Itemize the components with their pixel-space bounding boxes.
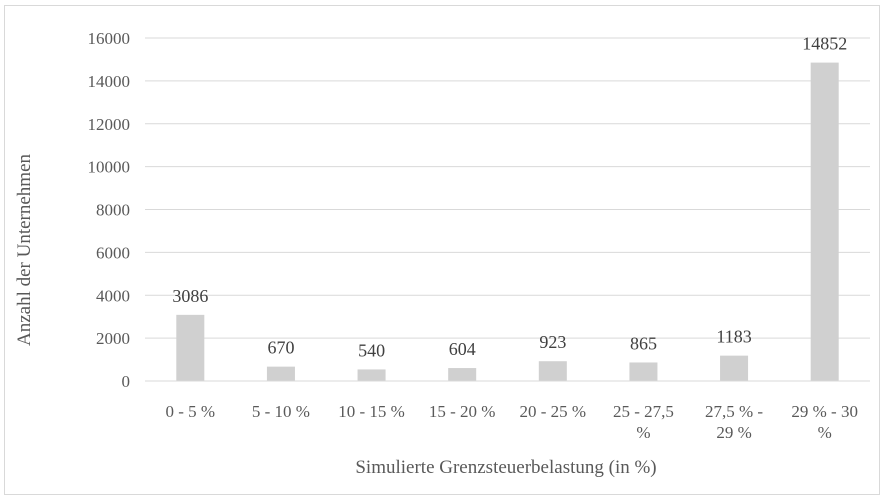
x-tick-label: 15 - 20 % bbox=[429, 402, 496, 421]
y-tick-label: 6000 bbox=[96, 243, 130, 262]
x-tick-label: 20 - 25 % bbox=[520, 402, 587, 421]
data-label: 670 bbox=[267, 338, 294, 358]
bar bbox=[448, 368, 477, 381]
x-axis-ticks: 0 - 5 % 5 - 10 % 10 - 15 % 15 - 20 % 20 - 25… bbox=[166, 402, 858, 442]
data-labels: 3086 670 540 604 923 865 1183 14852 bbox=[172, 34, 847, 361]
bars bbox=[176, 62, 839, 381]
x-tick-label: 25 - 27,5 bbox=[613, 402, 674, 421]
x-tick-label: 10 - 15 % bbox=[338, 402, 405, 421]
bar bbox=[538, 361, 567, 381]
x-tick-label: 5 - 10 % bbox=[252, 402, 310, 421]
gridlines bbox=[145, 37, 870, 339]
bar bbox=[176, 314, 205, 381]
data-label: 14852 bbox=[802, 34, 847, 54]
bar bbox=[629, 362, 658, 381]
x-tick-label: 0 - 5 % bbox=[166, 402, 216, 421]
data-label: 604 bbox=[449, 339, 476, 359]
x-tick-label: 29 % - 30 bbox=[791, 402, 858, 421]
y-tick-label: 12000 bbox=[88, 115, 131, 134]
y-axis-title: Anzahl der Unternehmen bbox=[14, 153, 35, 346]
chart-frame bbox=[4, 5, 880, 495]
y-axis-ticks: 0 2000 4000 6000 8000 10000 12000 14000 16000 bbox=[88, 29, 131, 391]
bar bbox=[810, 62, 839, 381]
data-label: 865 bbox=[630, 333, 657, 353]
bar bbox=[357, 369, 386, 381]
data-label: 540 bbox=[358, 340, 385, 360]
data-label: 3086 bbox=[172, 286, 208, 306]
bar bbox=[266, 366, 295, 381]
data-label: 923 bbox=[539, 332, 566, 352]
data-label: 1183 bbox=[716, 327, 751, 347]
y-tick-label: 8000 bbox=[96, 201, 130, 220]
x-tick-label: % bbox=[818, 423, 832, 442]
y-tick-label: 10000 bbox=[88, 158, 131, 177]
x-axis-title: Simulierte Grenzsteuerbelastung (in %) bbox=[355, 457, 656, 478]
y-tick-label: 0 bbox=[122, 372, 131, 391]
y-tick-label: 4000 bbox=[96, 286, 130, 305]
x-tick-label: % bbox=[636, 423, 650, 442]
x-tick-label: 29 % bbox=[716, 423, 751, 442]
y-tick-label: 16000 bbox=[88, 29, 131, 48]
y-tick-label: 2000 bbox=[96, 329, 130, 348]
y-tick-label: 14000 bbox=[88, 72, 131, 91]
x-tick-label: 27,5 % - bbox=[705, 402, 763, 421]
bar bbox=[720, 355, 749, 381]
